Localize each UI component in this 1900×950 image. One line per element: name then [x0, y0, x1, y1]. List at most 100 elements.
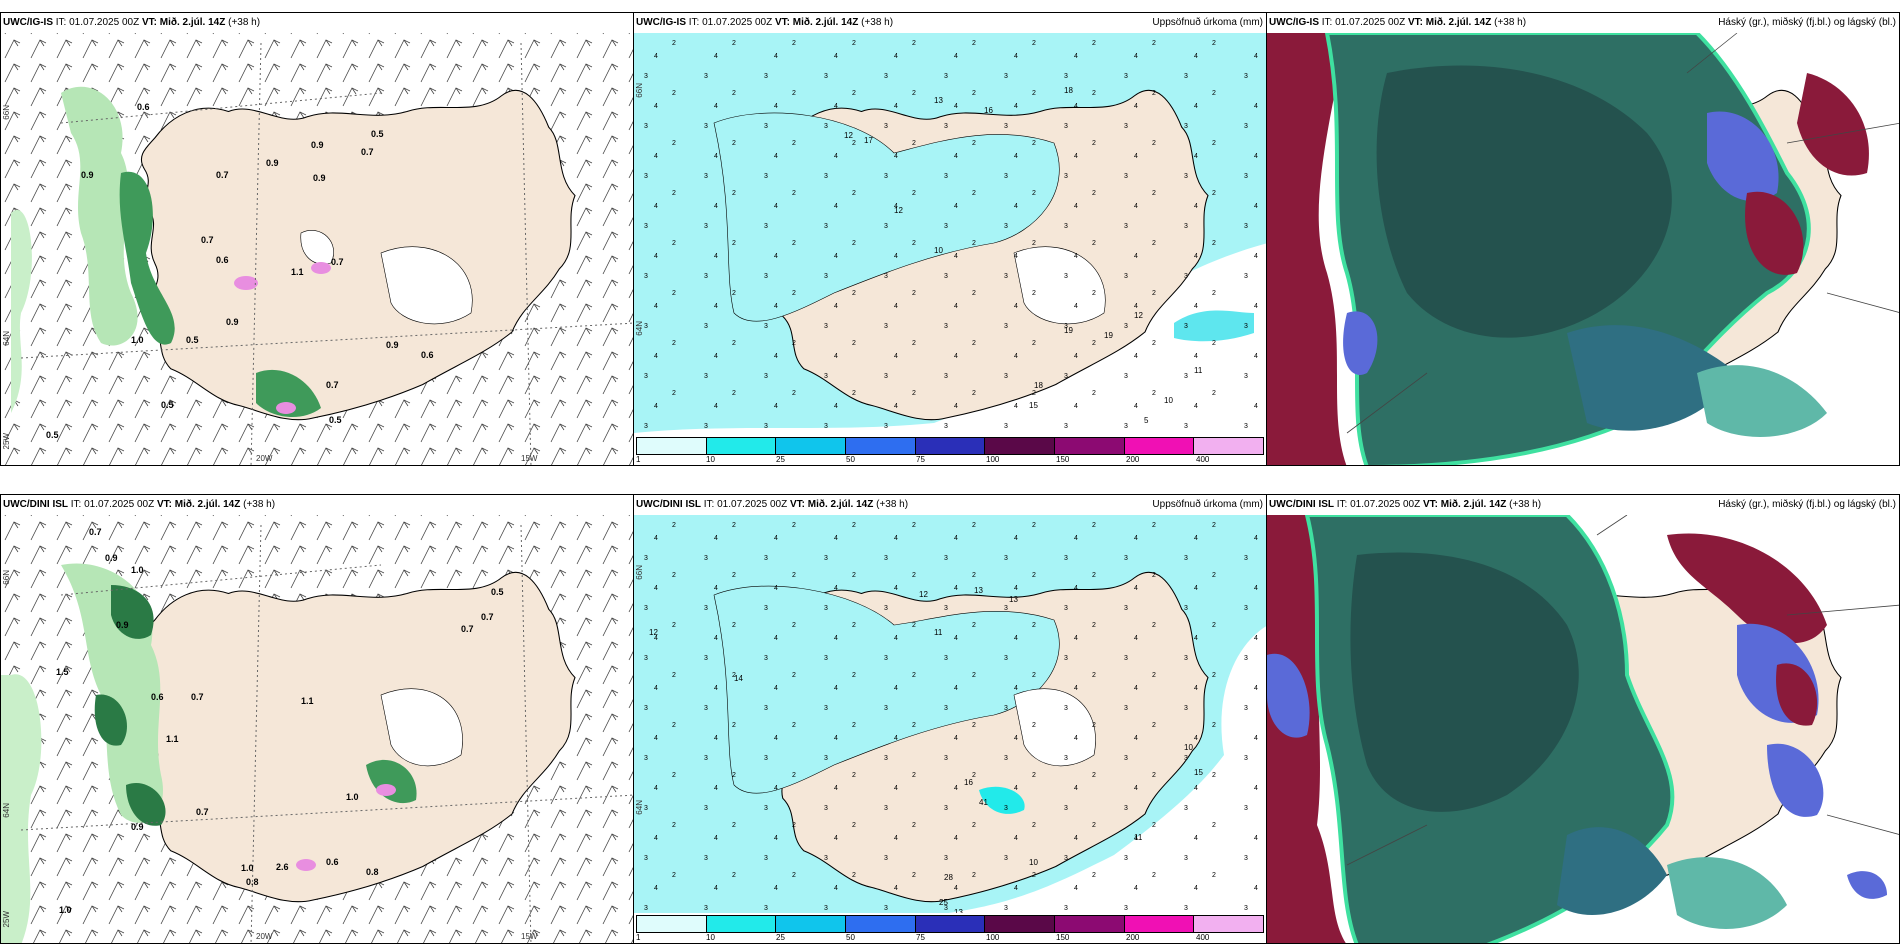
- svg-text:0.5: 0.5: [46, 430, 59, 440]
- svg-text:10: 10: [1029, 858, 1038, 867]
- svg-text:13: 13: [1009, 595, 1018, 604]
- colorbar-segment: [915, 916, 986, 932]
- svg-text:1.5: 1.5: [56, 667, 69, 677]
- svg-text:0.7: 0.7: [191, 692, 204, 702]
- wind-map: 0.50.70.9 1.00.50.7 0.70.91.5 0.70.61.1 …: [1, 505, 633, 943]
- svg-text:0.8: 0.8: [246, 877, 259, 887]
- lat-label: 66N: [2, 105, 11, 120]
- svg-text:1.0: 1.0: [131, 565, 144, 575]
- svg-text:0.7: 0.7: [201, 235, 214, 245]
- svg-text:1.1: 1.1: [301, 696, 314, 706]
- panel-cloud-bottom: UWC/DINI ISL IT: 01.07.2025 00Z VT: Mið.…: [1266, 494, 1900, 944]
- svg-text:0.9: 0.9: [386, 340, 399, 350]
- colorbar-tick: 150: [1056, 933, 1070, 942]
- svg-text:0.9: 0.9: [116, 620, 129, 630]
- svg-text:14: 14: [734, 674, 743, 683]
- colorbar-segment: [985, 916, 1056, 932]
- colorbar-segment: [846, 916, 916, 932]
- panel-title: UWC/DINI ISL IT: 01.07.2025 00Z VT: Mið.…: [636, 499, 909, 510]
- svg-text:0.5: 0.5: [161, 400, 174, 410]
- colorbar-tick: 200: [1126, 455, 1140, 464]
- colorbar-segment: [706, 438, 777, 454]
- colorbar-segment: [1124, 438, 1195, 454]
- colorbar-tick: 400: [1196, 455, 1210, 464]
- colorbar-segment: [776, 438, 847, 454]
- panel-title: UWC/IG-IS IT: 01.07.2025 00Z VT: Mið. 2.…: [636, 17, 894, 28]
- colorbar-segment: [1055, 916, 1125, 932]
- svg-text:0.7: 0.7: [216, 170, 229, 180]
- cloud-map: [1267, 31, 1899, 465]
- svg-text:10: 10: [1184, 743, 1193, 752]
- precip-map: 12 13 13 11 12 14 41 16 28 25 13 15 10 11 10: [634, 515, 1266, 917]
- colorbar-tick: 200: [1126, 933, 1140, 942]
- colorbar: 1 10 25 50 75 100 150 200 400: [634, 435, 1266, 465]
- colorbar-segment: [915, 438, 986, 454]
- panel-cloud-top: UWC/IG-IS IT: 01.07.2025 00Z VT: Mið. 2.…: [1266, 12, 1900, 466]
- lat-label: 66N: [2, 570, 11, 585]
- colorbar-tick: 400: [1196, 933, 1210, 942]
- colorbar-tick: 10: [706, 455, 715, 464]
- colorbar-segment: [846, 438, 916, 454]
- svg-text:13: 13: [974, 586, 983, 595]
- lon-label: 25W: [2, 911, 11, 928]
- svg-text:0.7: 0.7: [326, 380, 339, 390]
- svg-text:0.7: 0.7: [481, 612, 494, 622]
- svg-text:15: 15: [1194, 768, 1203, 777]
- colorbar-segment: [637, 916, 707, 932]
- svg-text:17: 17: [864, 136, 873, 145]
- colorbar: 1 10 25 50 75 100 150 200 400: [634, 913, 1266, 943]
- colorbar-tick: 1: [636, 933, 641, 942]
- svg-text:10: 10: [1164, 396, 1173, 405]
- panel-precip-top: UWC/IG-IS IT: 01.07.2025 00Z VT: Mið. 2.…: [633, 12, 1267, 466]
- wind-map: 0.60.50.7 0.90.90.9 0.9 0.70.7 0.60.90.5 …: [1, 33, 633, 465]
- svg-text:0.6: 0.6: [421, 350, 434, 360]
- panel-right-title: Uppsöfnuð úrkoma (mm): [1152, 499, 1263, 510]
- colorbar-tick: 75: [916, 933, 925, 942]
- lon-label: 25W: [2, 433, 11, 450]
- colorbar-segment: [985, 438, 1056, 454]
- panel-precip-bottom: UWC/DINI ISL IT: 01.07.2025 00Z VT: Mið.…: [633, 494, 1267, 944]
- svg-text:0.9: 0.9: [131, 822, 144, 832]
- svg-text:16: 16: [964, 778, 973, 787]
- colorbar-tick: 100: [986, 933, 1000, 942]
- lat-label: 64N: [2, 331, 11, 346]
- svg-text:0.7: 0.7: [461, 624, 474, 634]
- colorbar-segment: [1194, 916, 1264, 932]
- lon-label: 15W: [521, 932, 538, 941]
- colorbar-tick: 150: [1056, 455, 1070, 464]
- svg-text:13: 13: [954, 908, 963, 917]
- panel-right-title: Háský (gr.), miðský (fj.bl.) og lágský (…: [1718, 17, 1896, 28]
- panel-wind-bottom: UWC/DINI ISL IT: 01.07.2025 00Z VT: Mið.…: [0, 494, 634, 944]
- lon-label: 20W: [256, 454, 273, 463]
- colorbar-segment: [1194, 438, 1264, 454]
- svg-text:1.0: 1.0: [59, 905, 72, 915]
- panel-title: UWC/IG-IS IT: 01.07.2025 00Z VT: Mið. 2.…: [3, 17, 261, 28]
- panel-title: UWC/IG-IS IT: 01.07.2025 00Z VT: Mið. 2.…: [1269, 17, 1527, 28]
- svg-text:41: 41: [979, 798, 988, 807]
- svg-text:2.6: 2.6: [276, 862, 289, 872]
- svg-text:0.9: 0.9: [311, 140, 324, 150]
- colorbar-tick: 1: [636, 455, 641, 464]
- precip-map: 17 12 13 18 16 19 19 18 15 10 12 12 11 10 5: [634, 33, 1266, 437]
- svg-text:0.5: 0.5: [371, 129, 384, 139]
- svg-text:0.5: 0.5: [491, 587, 504, 597]
- svg-text:12: 12: [649, 628, 658, 637]
- svg-text:13: 13: [934, 96, 943, 105]
- svg-text:1.0: 1.0: [131, 335, 144, 345]
- colorbar-segment: [1124, 916, 1195, 932]
- svg-text:11: 11: [1194, 366, 1203, 375]
- svg-text:0.6: 0.6: [137, 102, 150, 112]
- svg-text:12: 12: [844, 131, 853, 140]
- lat-label: 64N: [635, 800, 644, 815]
- svg-text:11: 11: [1134, 833, 1143, 842]
- svg-text:12: 12: [894, 206, 903, 215]
- svg-text:0.7: 0.7: [196, 807, 209, 817]
- svg-text:0.6: 0.6: [151, 692, 164, 702]
- svg-text:0.9: 0.9: [226, 317, 239, 327]
- svg-text:25: 25: [939, 898, 948, 907]
- lat-label: 64N: [2, 803, 11, 818]
- colorbar-tick: 50: [846, 455, 855, 464]
- svg-text:0.9: 0.9: [105, 553, 118, 563]
- svg-text:0.9: 0.9: [266, 158, 279, 168]
- svg-text:0.7: 0.7: [331, 257, 344, 267]
